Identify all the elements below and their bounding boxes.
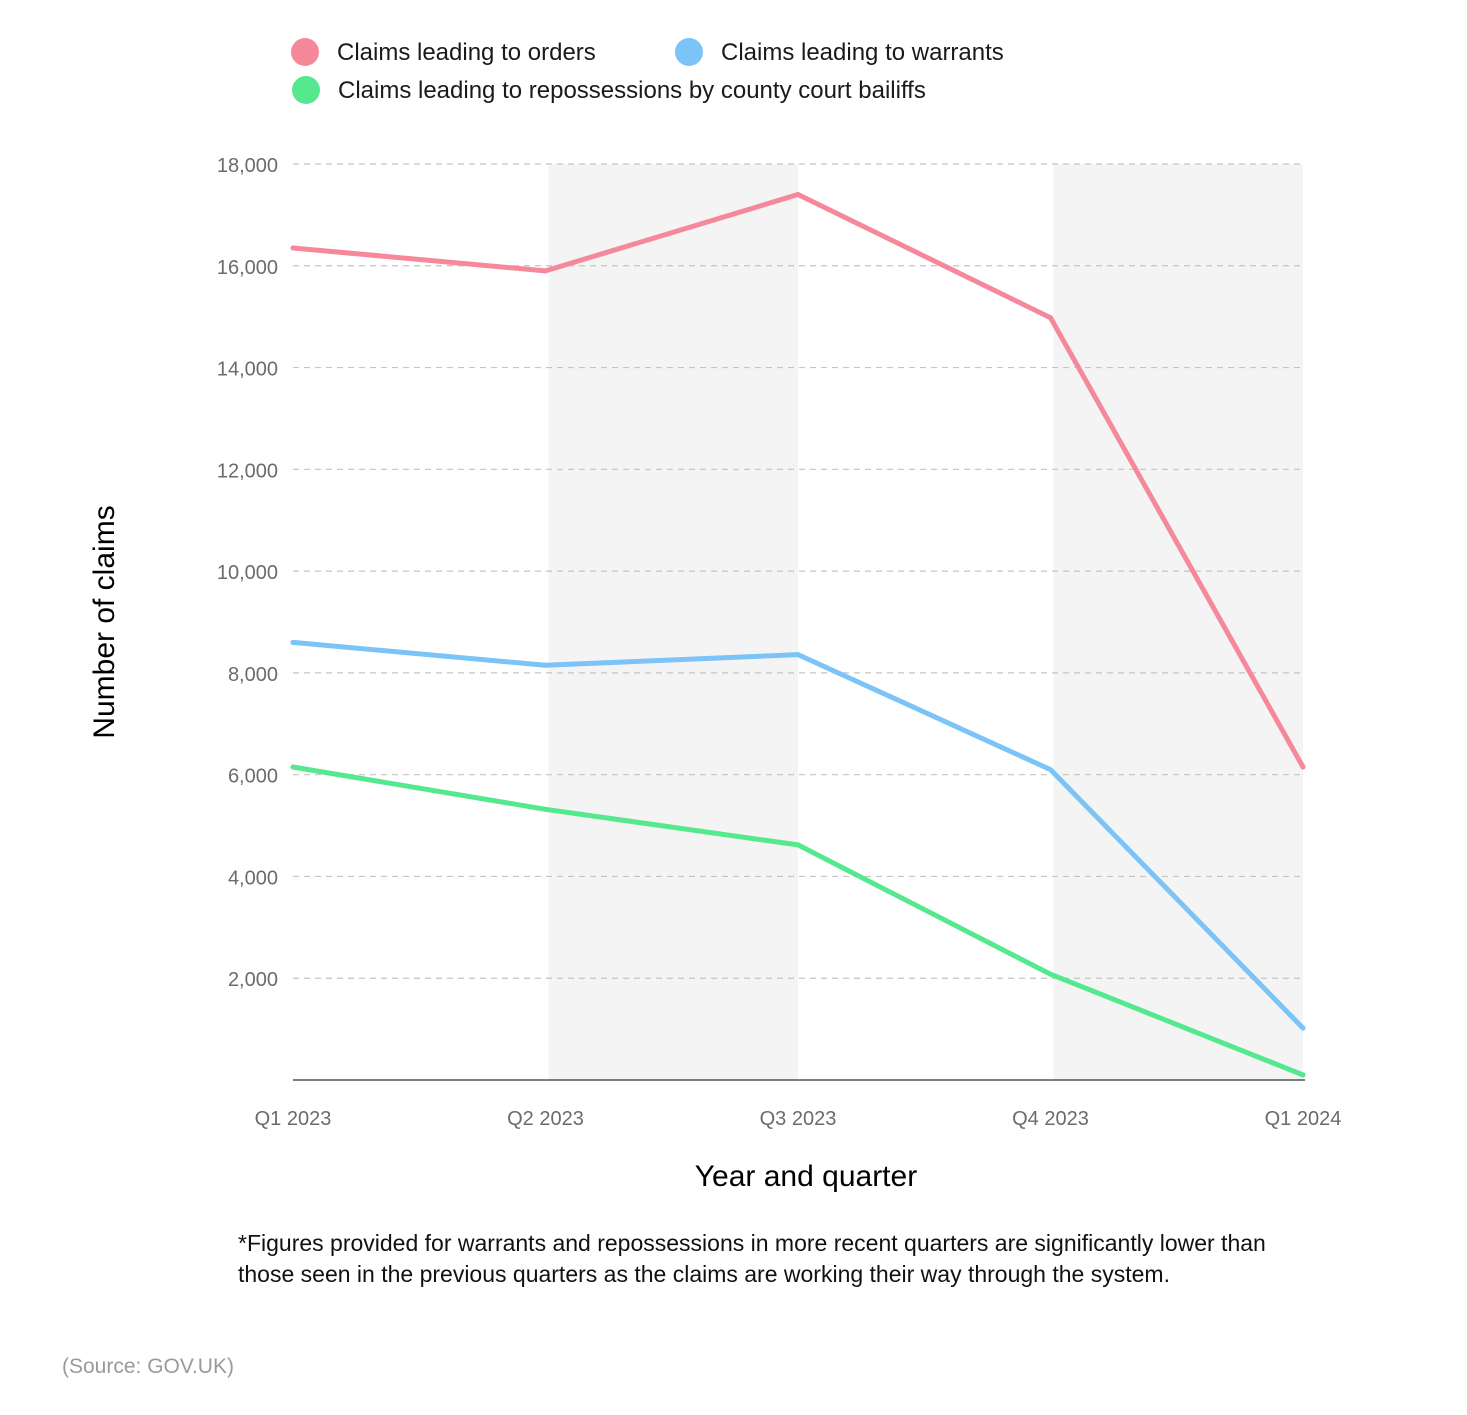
data-point	[543, 268, 548, 274]
y-tick-label: 6,000	[228, 766, 278, 788]
y-tick-label: 16,000	[217, 257, 278, 279]
x-tick-label: Q4 2023	[1012, 1108, 1089, 1130]
y-tick-label: 10,000	[217, 562, 278, 584]
y-tick-label: 8,000	[228, 664, 278, 686]
line-chart: 2,000 4,000 6,000 8,000 10,000 12,000 14,000 16…	[88, 38, 1342, 1193]
source-note: (Source: GOV.UK)	[62, 1355, 234, 1378]
legend-marker-3	[292, 76, 320, 104]
data-point	[290, 639, 296, 645]
data-point	[1300, 1072, 1306, 1078]
shaded-band-1	[548, 164, 798, 1080]
data-point	[1048, 971, 1053, 977]
data-point	[290, 245, 296, 251]
data-point	[1048, 315, 1053, 321]
x-tick-label: Q3 2023	[760, 1108, 837, 1130]
data-point	[1300, 764, 1306, 770]
data-point	[543, 662, 548, 668]
data-point	[1300, 1025, 1306, 1031]
legend-marker-2	[675, 38, 703, 66]
y-tick-label: 2,000	[228, 969, 278, 991]
footnote: *Figures provided for warrants and repos…	[238, 1230, 1266, 1287]
y-tick-label: 12,000	[217, 460, 278, 482]
legend-label-1: Claims leading to orders	[337, 39, 596, 66]
data-point	[1048, 767, 1053, 773]
data-point	[795, 192, 801, 198]
data-point	[290, 764, 296, 770]
legend-label-3: Claims leading to repossessions by count…	[338, 77, 926, 104]
y-tick-label: 14,000	[217, 359, 278, 381]
x-tick-label: Q2 2023	[507, 1108, 584, 1130]
x-tick-label: Q1 2023	[255, 1108, 332, 1130]
data-point	[795, 652, 801, 658]
y-tick-label: 18,000	[217, 155, 278, 177]
shaded-band-2	[1053, 164, 1303, 1080]
legend-marker-1	[291, 38, 319, 66]
x-axis-title: Year and quarter	[695, 1160, 917, 1193]
data-point	[543, 806, 548, 812]
y-axis-title: Number of claims	[88, 505, 121, 738]
legend-label-2: Claims leading to warrants	[721, 39, 1004, 66]
data-point	[795, 842, 801, 848]
y-tick-label: 4,000	[228, 867, 278, 889]
x-tick-label: Q1 2024	[1265, 1108, 1342, 1130]
